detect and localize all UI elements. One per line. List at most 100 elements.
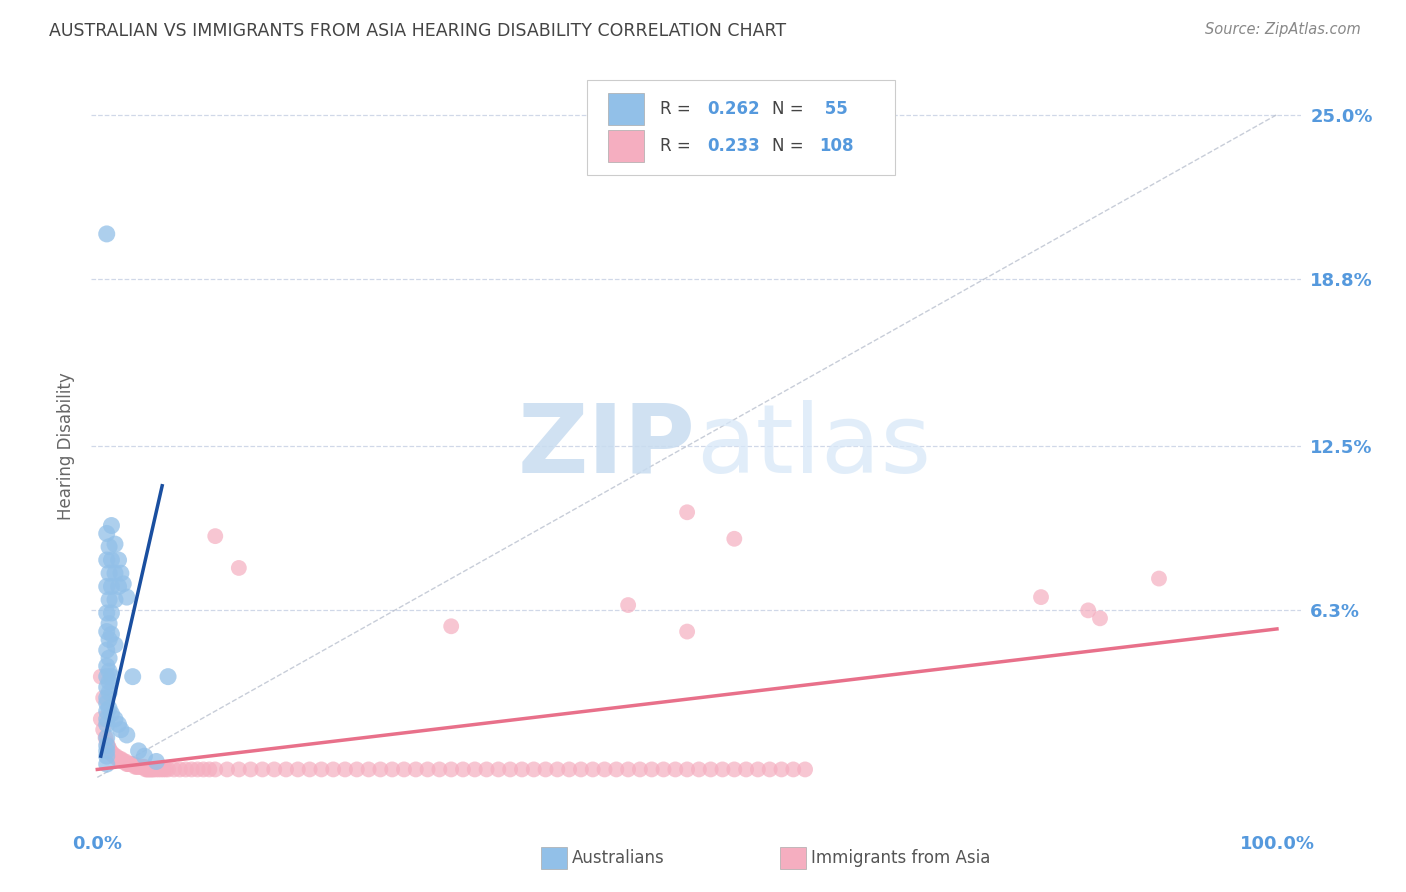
Point [114, 755, 136, 769]
Point [120, 757, 142, 772]
Point [169, 763, 191, 777]
Point [96, 670, 118, 684]
Point [100, 518, 122, 533]
Point [96, 749, 118, 764]
Text: 55: 55 [820, 100, 848, 118]
Point [440, 763, 463, 777]
Point [107, 553, 129, 567]
Point [104, 592, 127, 607]
Text: Immigrants from Asia: Immigrants from Asia [811, 849, 991, 867]
Point [96, 696, 118, 710]
Point [98, 741, 121, 756]
Point [193, 763, 215, 777]
Point [215, 763, 238, 777]
Point [605, 763, 627, 777]
Point [101, 747, 124, 761]
Text: AUSTRALIAN VS IMMIGRANTS FROM ASIA HEARING DISABILITY CORRELATION CHART: AUSTRALIAN VS IMMIGRANTS FROM ASIA HEARI… [49, 22, 786, 40]
Point [122, 757, 145, 772]
Point [664, 763, 686, 777]
Point [486, 763, 509, 777]
Point [110, 723, 132, 737]
Point [91, 723, 114, 737]
Point [128, 744, 150, 758]
Point [145, 755, 167, 769]
Point [628, 763, 651, 777]
Point [96, 659, 118, 673]
Point [582, 763, 605, 777]
Point [699, 763, 721, 777]
Point [152, 763, 174, 777]
Point [723, 532, 745, 546]
Point [110, 752, 132, 766]
Point [204, 763, 226, 777]
Point [91, 690, 114, 705]
Point [370, 763, 392, 777]
Point [100, 747, 122, 761]
Point [141, 763, 163, 777]
Point [112, 577, 135, 591]
Point [96, 690, 118, 705]
Text: N =: N = [772, 136, 808, 154]
Point [96, 736, 118, 750]
Point [104, 537, 127, 551]
Point [440, 619, 463, 633]
Point [287, 763, 309, 777]
Point [676, 624, 699, 639]
Point [121, 670, 143, 684]
Point [105, 752, 128, 766]
Text: Source: ZipAtlas.com: Source: ZipAtlas.com [1205, 22, 1361, 37]
Text: R =: R = [659, 136, 696, 154]
Point [142, 763, 165, 777]
Point [104, 566, 127, 581]
Text: R =: R = [659, 100, 696, 118]
Point [136, 763, 159, 777]
Point [139, 763, 162, 777]
Point [96, 704, 118, 718]
Point [142, 763, 165, 777]
Point [322, 763, 344, 777]
Point [98, 632, 121, 647]
Point [96, 606, 118, 620]
Point [100, 706, 122, 721]
Point [239, 763, 262, 777]
Point [381, 763, 404, 777]
Point [770, 763, 793, 777]
Bar [607, 93, 644, 125]
Point [1077, 603, 1099, 617]
Point [108, 752, 131, 766]
Point [135, 763, 157, 777]
Point [100, 606, 122, 620]
Point [1147, 572, 1170, 586]
Point [103, 749, 125, 764]
Point [145, 763, 167, 777]
Point [134, 760, 156, 774]
Point [128, 760, 150, 774]
Point [94, 731, 117, 745]
Point [228, 561, 250, 575]
Point [617, 598, 640, 612]
Point [100, 580, 122, 594]
Point [464, 763, 486, 777]
Point [96, 731, 118, 745]
Point [112, 755, 135, 769]
Point [96, 643, 118, 657]
Point [534, 763, 557, 777]
Point [96, 739, 118, 753]
Point [98, 592, 121, 607]
Point [96, 227, 118, 241]
Point [115, 757, 138, 772]
Bar [607, 130, 644, 161]
Point [127, 760, 149, 774]
Point [252, 763, 274, 777]
Point [105, 749, 128, 764]
Point [187, 763, 209, 777]
Point [121, 757, 143, 772]
Point [100, 553, 122, 567]
Point [333, 763, 356, 777]
Point [125, 760, 148, 774]
Point [569, 763, 592, 777]
Point [1029, 590, 1052, 604]
Text: atlas: atlas [696, 400, 931, 492]
Point [157, 670, 180, 684]
Point [104, 749, 127, 764]
